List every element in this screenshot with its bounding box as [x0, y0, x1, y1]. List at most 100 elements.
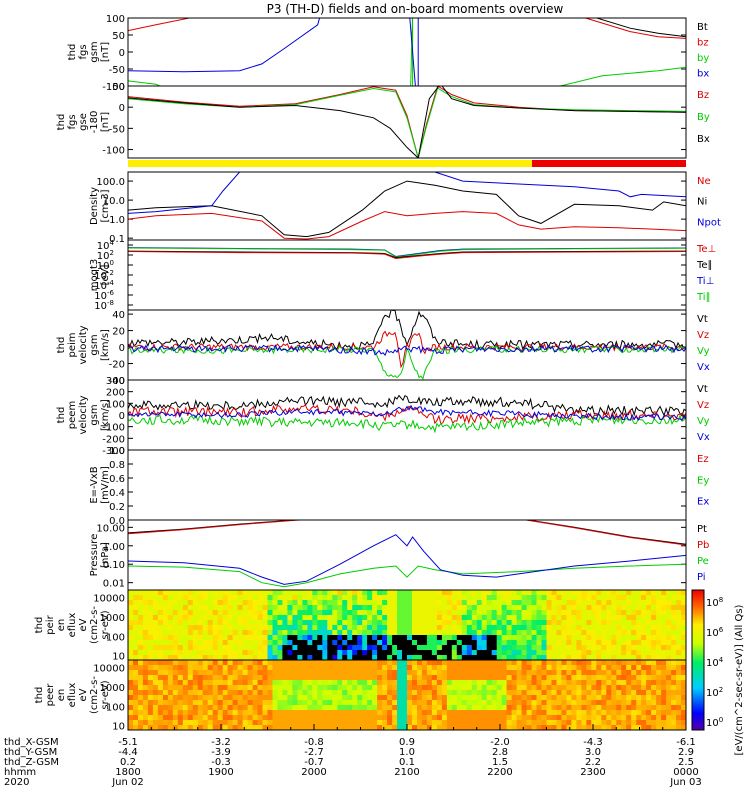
heatmap-cell: [571, 620, 577, 626]
heatmap-cell: [347, 615, 353, 621]
heatmap-cell: [606, 600, 612, 606]
heatmap-cell: [606, 695, 612, 701]
heatmap-cell: [601, 680, 607, 686]
heatmap-cell: [392, 590, 398, 596]
heatmap-cell: [611, 645, 617, 651]
heatmap-cell: [147, 640, 154, 646]
heatmap-cell: [302, 635, 308, 641]
heatmap-cell: [297, 710, 303, 716]
heatmap-cell: [172, 660, 179, 666]
heatmap-cell: [192, 700, 199, 706]
heatmap-cell: [671, 685, 677, 691]
heatmap-cell: [182, 640, 189, 646]
heatmap-cell: [152, 660, 159, 666]
heatmap-cell: [347, 590, 353, 596]
heatmap-cell: [217, 720, 224, 726]
heatmap-cell: [187, 600, 194, 606]
heatmap-cell: [357, 590, 363, 596]
heatmap-cell: [566, 660, 572, 666]
y-axis-label-peir_en_eflux-5: (cm2-s-: [89, 606, 100, 644]
heatmap-cell: [342, 630, 348, 636]
heatmap-cell: [128, 645, 134, 651]
heatmap-cell: [157, 720, 164, 726]
heatmap-cell: [671, 640, 677, 646]
heatmap-cell: [407, 710, 413, 716]
heatmap-cell: [172, 620, 179, 626]
heatmap-cell: [671, 680, 677, 686]
heatmap-cell: [481, 675, 488, 681]
heatmap-cell: [272, 610, 278, 616]
heatmap-cell: [621, 655, 627, 661]
heatmap-cell: [202, 675, 209, 681]
heatmap-cell: [282, 660, 288, 666]
heatmap-cell: [606, 615, 612, 621]
heatmap-cell: [426, 625, 433, 631]
heatmap-cell: [247, 710, 253, 716]
heatmap-cell: [656, 595, 662, 601]
heatmap-cell: [511, 715, 517, 721]
heatmap-cell: [596, 705, 602, 711]
y-tick-label-fgs_gse-3: -100: [102, 146, 125, 157]
heatmap-cell: [277, 665, 283, 671]
heatmap-cell: [426, 645, 433, 651]
heatmap-cell: [172, 590, 179, 596]
heatmap-cell: [661, 685, 667, 691]
heatmap-cell: [451, 695, 458, 701]
heatmap-cell: [207, 610, 214, 616]
heatmap-cell: [586, 725, 592, 731]
heatmap-cell: [128, 685, 134, 691]
heatmap-cell: [526, 645, 532, 651]
heatmap-cell: [267, 715, 273, 721]
heatmap-cell: [661, 595, 667, 601]
heatmap-cell: [287, 675, 293, 681]
heatmap-cell: [646, 710, 652, 716]
heatmap-cell: [421, 650, 428, 656]
heatmap-cell: [197, 665, 204, 671]
heatmap-cell: [187, 665, 194, 671]
heatmap-cell: [646, 655, 652, 661]
heatmap-cell: [167, 635, 174, 641]
heatmap-cell: [242, 675, 248, 681]
heatmap-cell: [133, 665, 139, 671]
heatmap-cell: [128, 640, 134, 646]
heatmap-cell: [412, 605, 418, 611]
heatmap-cell: [312, 700, 318, 706]
heatmap-cell: [342, 590, 348, 596]
heatmap-cell: [641, 625, 647, 631]
heatmap-cell: [402, 710, 408, 716]
heatmap-cell: [202, 640, 209, 646]
x-axis-value-0-3: 1800: [115, 767, 140, 778]
heatmap-cell: [138, 710, 144, 716]
heatmap-cell: [152, 675, 159, 681]
heatmap-cell: [611, 625, 617, 631]
heatmap-cell: [641, 665, 647, 671]
heatmap-cell: [536, 655, 542, 661]
heatmap-cell: [451, 700, 458, 706]
heatmap-cell: [561, 625, 567, 631]
heatmap-cell: [227, 720, 233, 726]
heatmap-cell: [556, 650, 562, 656]
heatmap-cell: [297, 680, 303, 686]
y-axis-label-peir_en_eflux-4: eV: [78, 618, 89, 631]
heatmap-cell: [681, 615, 687, 621]
heatmap-cell: [616, 720, 622, 726]
heatmap-cell: [436, 650, 443, 656]
heatmap-cell: [217, 665, 224, 671]
heatmap-cell: [392, 620, 398, 626]
heatmap-cell: [152, 700, 159, 706]
heatmap-cell: [471, 590, 478, 596]
heatmap-cell: [566, 645, 572, 651]
heatmap-cell: [561, 640, 567, 646]
heatmap-cell: [581, 690, 587, 696]
heatmap-cell: [237, 605, 243, 611]
heatmap-cell: [651, 675, 657, 681]
heatmap-cell: [426, 590, 433, 596]
heatmap-cell: [237, 620, 243, 626]
heatmap-cell: [307, 715, 313, 721]
heatmap-cell: [267, 670, 273, 676]
heatmap-cell: [357, 705, 363, 711]
heatmap-cell: [436, 680, 443, 686]
heatmap-cell: [157, 630, 164, 636]
y-axis-label-efield-1: [mV/m]: [100, 466, 111, 504]
heatmap-cell: [317, 600, 323, 606]
